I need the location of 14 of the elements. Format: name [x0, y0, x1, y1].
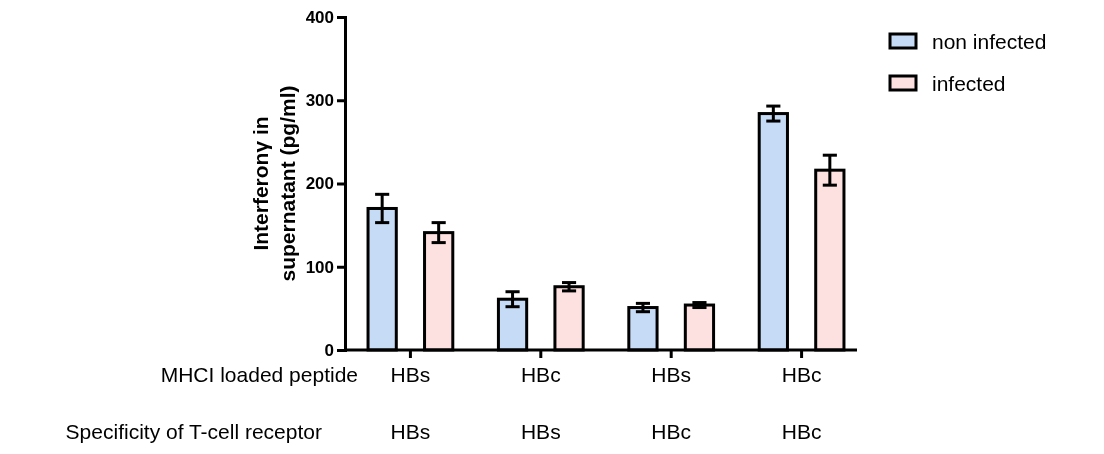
y-tick-label: 400: [305, 7, 334, 27]
category-label: HBc HBs: [520, 363, 561, 443]
category-label: HBc HBc: [781, 363, 822, 443]
y-tick-label: 200: [305, 174, 334, 194]
y-axis-title: Interferonγ in supernatant (pg/ml): [249, 85, 299, 282]
category-label: HBs HBc: [651, 363, 692, 443]
text: MHCI loaded peptide: [160, 363, 358, 386]
text: Specificity of T-cell receptor: [65, 420, 322, 443]
legend-label: infected: [932, 72, 1006, 95]
y-tick-label: 0: [324, 340, 334, 360]
category-label: HBs HBs: [390, 363, 431, 443]
legend-label: non infected: [932, 30, 1047, 53]
y-tick-label: 300: [305, 91, 334, 111]
y-tick-label: 100: [305, 257, 334, 277]
